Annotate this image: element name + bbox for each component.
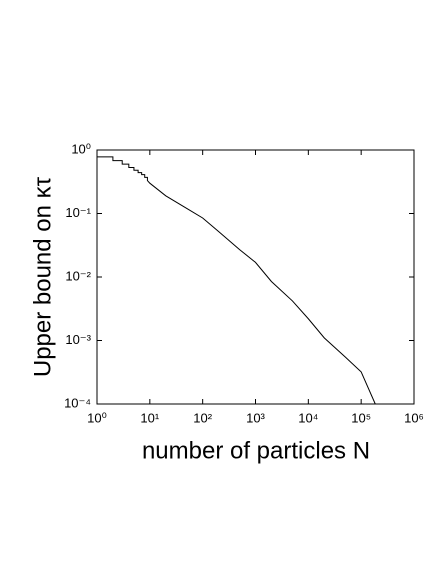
plot-frame <box>96 149 415 405</box>
x-tick-label: 10² <box>193 410 212 425</box>
y-tick-label: 10⁰ <box>71 141 91 156</box>
x-tick-label: 10³ <box>246 410 265 425</box>
x-tick-label: 10⁵ <box>351 410 371 425</box>
y-tick-label: 10⁻⁴ <box>64 395 91 410</box>
data-line <box>97 156 376 405</box>
x-tick-label: 10⁶ <box>404 410 424 425</box>
x-tick-label: 10⁰ <box>87 410 107 425</box>
x-tick-label: 10⁴ <box>298 410 318 425</box>
y-tick-label: 10⁻² <box>65 268 91 283</box>
x-tick-label: 10¹ <box>140 410 159 425</box>
y-tick-label: 10⁻¹ <box>65 205 91 220</box>
x-axis-title: number of particles N <box>142 437 370 464</box>
y-axis-title: Upper bound on κτ <box>29 176 56 377</box>
y-tick-label: 10⁻³ <box>65 332 91 347</box>
